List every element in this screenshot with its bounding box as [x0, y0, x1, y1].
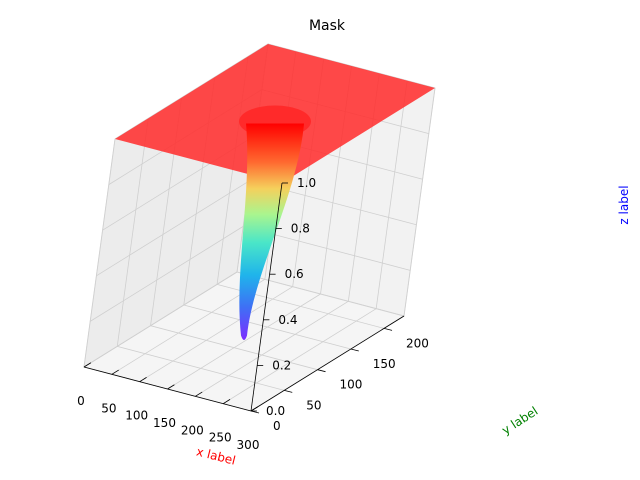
grid-line	[195, 300, 349, 397]
x-tick-label: 150	[153, 416, 176, 430]
z-tick-label: 0.0	[266, 404, 285, 418]
y-axis-line	[250, 315, 405, 412]
grid-line	[116, 118, 149, 347]
grid-line	[183, 304, 351, 350]
x-tick-label: 50	[101, 401, 116, 415]
y-tick-label: 0	[273, 419, 281, 433]
grid-line	[150, 325, 318, 371]
x-tick	[139, 377, 147, 383]
x-tick-label: 300	[237, 438, 260, 452]
chart-title: Mask	[309, 18, 346, 34]
x-axis-label: x label	[195, 444, 237, 467]
y-tick	[383, 328, 393, 331]
surface-funnel	[239, 123, 304, 340]
y-axis-label: y label	[499, 404, 540, 437]
y-tick-label: 50	[306, 398, 321, 412]
y-tick	[317, 369, 326, 373]
y-tick-label: 100	[340, 378, 363, 392]
y-tick	[350, 348, 359, 352]
grid-line	[403, 87, 436, 317]
grid-line	[222, 308, 377, 405]
y-tick	[284, 389, 293, 393]
grid-line	[167, 293, 321, 390]
z-tick-label: 0.2	[272, 358, 291, 372]
y-tick-label: 150	[373, 357, 396, 371]
x-tick	[83, 362, 92, 368]
grid-line	[96, 180, 250, 277]
x-tick-label: 100	[125, 409, 148, 423]
y-tick-label: 200	[406, 336, 429, 350]
grid-line	[117, 345, 285, 391]
x-tick	[195, 391, 203, 397]
z-axis-label: z label	[617, 185, 631, 224]
x-tick	[111, 369, 119, 375]
z-tick-label: 0.8	[291, 222, 310, 236]
grid-line	[375, 80, 408, 309]
z-tick-label: 0.4	[278, 313, 297, 327]
x-tick-label: 250	[209, 431, 232, 445]
z-tick-label: 0.6	[285, 267, 304, 281]
axes: 0 50 100 150 200 250 300 0 50 100 150 200 0.0 0.2 0.4 0…	[77, 176, 429, 452]
x-tick-label: 0	[77, 394, 85, 408]
surface	[115, 44, 435, 340]
grid-line	[83, 138, 116, 368]
grid-line	[236, 271, 405, 317]
grid-line	[111, 278, 266, 375]
z-tick-label: 1.0	[297, 176, 316, 190]
x-tick-label: 200	[181, 423, 204, 437]
grid-line	[139, 286, 293, 383]
z-axis-line	[250, 182, 283, 412]
grid-line	[83, 271, 238, 368]
grid-line	[89, 226, 244, 322]
x-tick	[167, 384, 175, 390]
x-tick	[222, 399, 231, 405]
